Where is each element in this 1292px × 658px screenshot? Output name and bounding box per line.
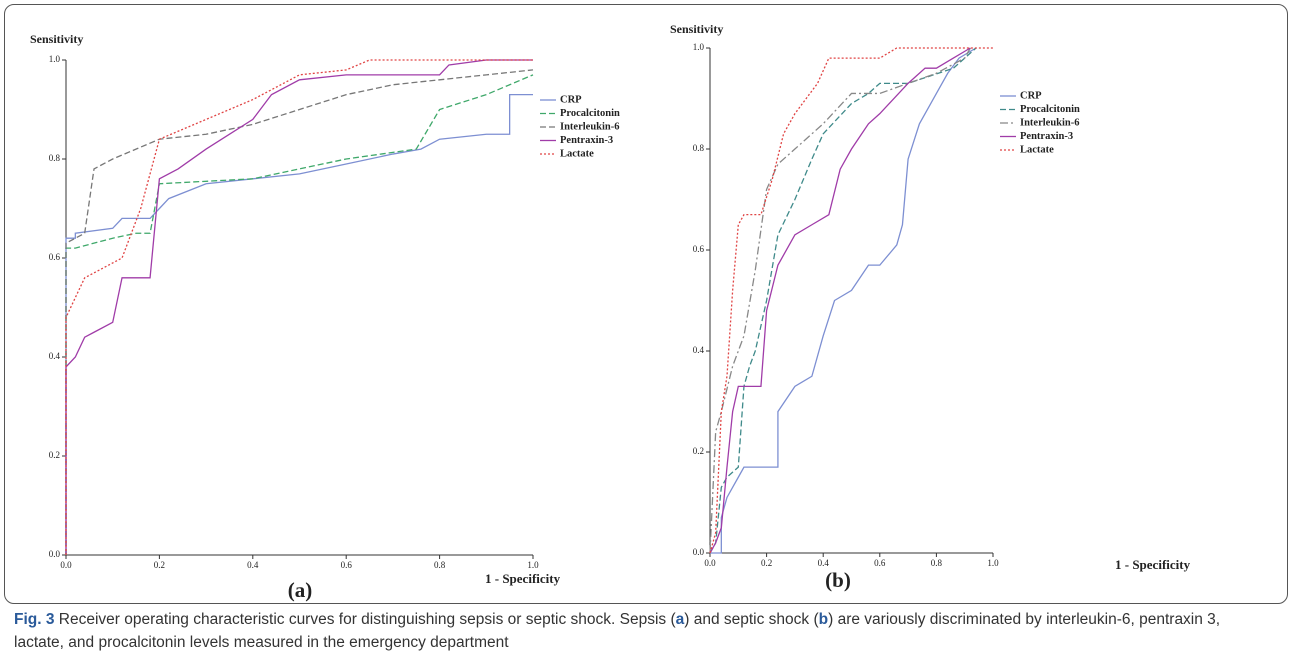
x-tick-label: 1.0 xyxy=(527,560,539,570)
roc-curve xyxy=(709,47,993,554)
roc-curve xyxy=(65,69,534,555)
legend-label: Pentraxin-3 xyxy=(1020,131,1073,142)
y-tick-label: 0.2 xyxy=(693,446,704,456)
x-tick-label: 0.6 xyxy=(874,558,886,568)
x-tick-label: 1.0 xyxy=(987,558,999,568)
roc-curve xyxy=(709,47,977,554)
x-axis-label: 1 - Specificity xyxy=(485,571,561,586)
y-axis-label: Sensitivity xyxy=(30,32,83,46)
x-tick-label: 0.0 xyxy=(60,560,72,570)
x-tick-label: 0.4 xyxy=(818,558,830,568)
y-tick-label: 0.6 xyxy=(693,244,705,254)
caption: Fig. 3 Receiver operating characteristic… xyxy=(14,608,1274,654)
x-tick-label: 0.8 xyxy=(434,560,446,570)
y-tick-label: 0.6 xyxy=(49,252,61,262)
legend-label: Interleukin-6 xyxy=(1020,117,1080,128)
legend-label: Procalcitonin xyxy=(560,108,620,119)
y-tick-label: 0.4 xyxy=(49,351,61,361)
roc-curve xyxy=(709,47,971,554)
x-tick-label: 0.2 xyxy=(154,560,165,570)
caption-text: b xyxy=(818,611,829,628)
roc-curve xyxy=(65,59,533,555)
caption-text: Receiver operating characteristic curves… xyxy=(58,611,676,628)
y-tick-label: 0.8 xyxy=(693,143,705,153)
roc-curve xyxy=(710,47,977,554)
caption-text: a xyxy=(675,611,685,628)
y-tick-label: 0.8 xyxy=(49,153,61,163)
caption-text: ) are variously discriminated by interle… xyxy=(14,611,1221,651)
legend-label: Interleukin-6 xyxy=(560,121,620,132)
roc-curve xyxy=(65,74,534,555)
legend-label: CRP xyxy=(1020,90,1042,101)
roc-curve xyxy=(65,94,533,555)
y-tick-label: 1.0 xyxy=(49,54,61,64)
caption-label: Fig. 3 xyxy=(14,611,55,628)
x-axis-label: 1 - Specificity xyxy=(1115,557,1191,572)
y-axis-label: Sensitivity xyxy=(670,22,723,36)
x-tick-label: 0.8 xyxy=(931,558,943,568)
y-tick-label: 0.0 xyxy=(49,549,61,559)
y-tick-label: 0.2 xyxy=(49,450,60,460)
y-tick-label: 0.0 xyxy=(693,547,705,557)
figure-frame xyxy=(4,4,1288,604)
x-tick-label: 0.0 xyxy=(704,558,716,568)
y-tick-label: 1.0 xyxy=(693,42,705,52)
legend-label: Pentraxin-3 xyxy=(560,135,613,146)
legend-label: Lactate xyxy=(1020,144,1054,155)
x-tick-label: 0.6 xyxy=(341,560,353,570)
legend-label: Lactate xyxy=(560,148,594,159)
roc-curve xyxy=(709,47,971,554)
panel-label: (a) xyxy=(288,578,313,602)
x-tick-label: 0.4 xyxy=(247,560,259,570)
roc-curve xyxy=(65,59,533,555)
x-tick-label: 0.2 xyxy=(761,558,772,568)
legend-label: Procalcitonin xyxy=(1020,104,1080,115)
y-tick-label: 0.4 xyxy=(693,345,705,355)
caption-text: ) and septic shock ( xyxy=(684,611,819,628)
chart: 0.0 0.2 0.4 0.6 0.8 1.0 0.0 0.2 0.4 0.6 0.8 1.0 Sens… xyxy=(30,22,1191,602)
panel-label: (b) xyxy=(825,568,851,592)
legend-label: CRP xyxy=(560,94,582,105)
